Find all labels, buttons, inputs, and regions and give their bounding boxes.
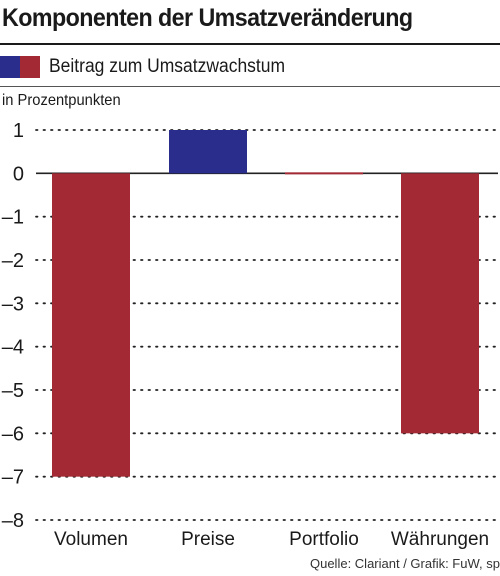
- y-tick-label: –5: [2, 380, 24, 402]
- title-rule: [0, 43, 500, 45]
- y-tick-labels: 1 0 –1 –2 –3 –4 –5 –6 –7 –8: [2, 120, 24, 532]
- bar-währungen: [401, 173, 479, 434]
- legend: Beitrag zum Umsatzwachstum: [0, 52, 306, 82]
- y-tick-label: –2: [2, 250, 24, 272]
- y-tick-label: –1: [2, 207, 24, 229]
- legend-swatch: [0, 56, 40, 78]
- y-axis-unit-label: in Prozentpunkten: [2, 92, 121, 109]
- legend-label: Beitrag zum Umsatzwachstum: [49, 56, 286, 77]
- y-tick-label: –8: [2, 510, 24, 532]
- y-tick-label: –3: [2, 293, 24, 315]
- legend-swatch-positive: [0, 56, 20, 78]
- y-tick-label: 1: [13, 120, 24, 142]
- category-label: Volumen: [54, 529, 128, 550]
- bar-preise: [169, 130, 247, 174]
- source-note: Quelle: Clariant / Grafik: FuW, sp: [309, 556, 500, 571]
- bar-volumen: [52, 173, 130, 477]
- bar-portfolio: [285, 172, 363, 175]
- category-label: Portfolio: [289, 529, 359, 550]
- chart-title: Komponenten der Umsatzveränderung: [2, 4, 413, 32]
- bars: [52, 130, 479, 477]
- category-labels: Volumen Preise Portfolio Währungen: [54, 529, 489, 550]
- category-label: Preise: [181, 529, 235, 550]
- legend-swatch-negative: [20, 56, 40, 78]
- category-label: Währungen: [391, 529, 489, 550]
- legend-rule: [0, 86, 500, 87]
- y-tick-label: –4: [2, 337, 24, 359]
- y-tick-label: 0: [13, 163, 24, 185]
- y-tick-label: –6: [2, 423, 24, 445]
- y-tick-label: –7: [2, 467, 24, 489]
